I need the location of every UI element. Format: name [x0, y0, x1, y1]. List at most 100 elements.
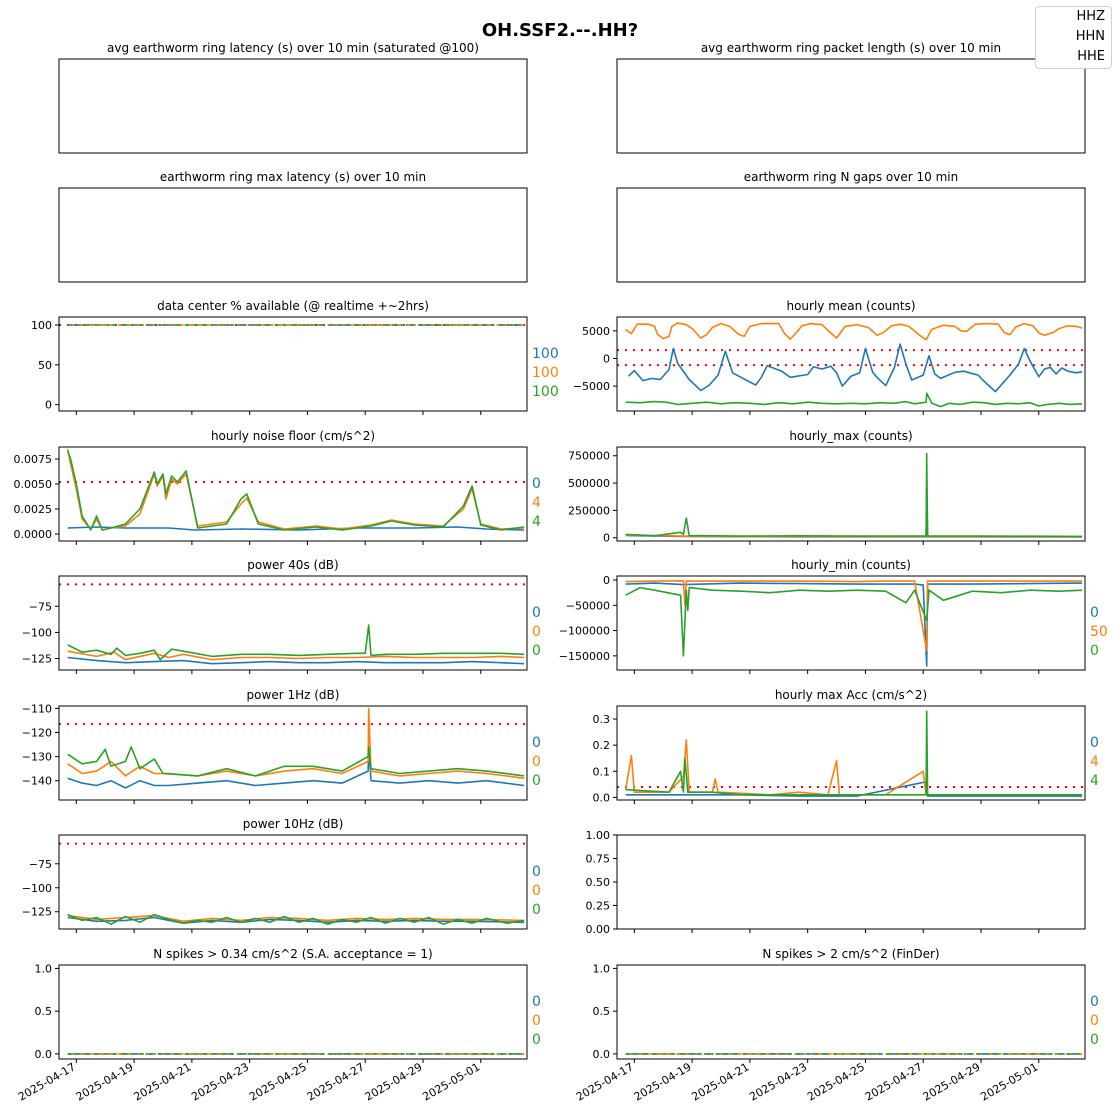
- panel-title: avg earthworm ring packet length (s) ove…: [701, 41, 1001, 55]
- legend-swatch-hhn: [1044, 36, 1072, 38]
- side-value-label: 4: [532, 495, 541, 511]
- side-value-label: 0: [532, 643, 541, 659]
- series-line-hhz: [625, 582, 1083, 667]
- axes-frame: [616, 187, 1086, 283]
- panel-title: hourly_max (counts): [789, 429, 912, 443]
- side-value-label: 0: [1090, 643, 1099, 659]
- panel-title: hourly noise floor (cm/s^2): [211, 429, 375, 443]
- side-value-label: 100: [532, 365, 559, 381]
- x-tick-label: 2025-04-27: [305, 1060, 367, 1103]
- y-tick-label: −5000: [573, 380, 610, 393]
- series-line-hhe: [66, 450, 525, 531]
- side-value-label: 4: [1090, 754, 1099, 770]
- side-value-label: 0: [1090, 735, 1099, 751]
- y-tick-label: −100000: [559, 625, 610, 638]
- y-tick-label: −75: [29, 858, 52, 871]
- side-value-label: 0: [532, 476, 541, 492]
- y-tick-label: 100: [31, 319, 52, 332]
- y-tick-label: 250000: [568, 504, 610, 517]
- axes-frame: [616, 575, 1086, 671]
- y-tick-label: 0.50: [586, 876, 611, 889]
- panel-avg_latency: avg earthworm ring latency (s) over 10 m…: [58, 41, 528, 154]
- y-tick-label: 0.0: [593, 791, 611, 804]
- series-line-hhz: [67, 916, 525, 925]
- side-value-label: 0: [532, 754, 541, 770]
- side-value-label: 4: [1090, 773, 1099, 789]
- panel-max_latency: earthworm ring max latency (s) over 10 m…: [58, 170, 528, 283]
- y-tick-label: −140: [22, 775, 52, 788]
- side-value-label: 0: [532, 1032, 541, 1048]
- side-value-label: 0: [532, 883, 541, 899]
- y-tick-label: 0.00: [586, 923, 611, 936]
- series-line-hhz: [628, 343, 1083, 393]
- side-value-label: 0: [532, 773, 541, 789]
- axes-frame: [616, 446, 1086, 542]
- legend-label-hhe: HHE: [1077, 49, 1105, 64]
- y-tick-label: 1.0: [35, 962, 53, 975]
- panel-noise_floor: hourly noise floor (cm/s^2) 0.0000 0.0025 0…: [14, 429, 541, 545]
- side-value-label: 100: [532, 384, 559, 400]
- panel-hourly_min: hourly_min (counts) −150000 −100000 −50000 0…: [559, 558, 1108, 674]
- axes-frame: [58, 316, 528, 412]
- panel-title: power 40s (dB): [247, 558, 338, 572]
- y-tick-label: 0.0075: [14, 453, 53, 466]
- y-tick-label: 0.1: [593, 765, 611, 778]
- legend-swatch-hhz: [1044, 16, 1072, 18]
- axes-frame: [616, 705, 1086, 801]
- y-tick-label: 0: [45, 399, 52, 412]
- series-line-hhe: [67, 746, 525, 777]
- y-tick-label: 0.25: [586, 900, 611, 913]
- panel-empty_panel: 0.00 0.25 0.50 0.75 1.00: [586, 829, 1086, 936]
- y-tick-label: −130: [22, 751, 52, 764]
- panel-title: avg earthworm ring latency (s) over 10 m…: [107, 41, 479, 55]
- y-tick-label: 0.5: [593, 1005, 611, 1018]
- legend-label-hhz: HHZ: [1076, 9, 1105, 24]
- panel-hourly_max: hourly_max (counts) 0 250000 500000 750000: [568, 429, 1086, 545]
- side-value-label: 0: [532, 902, 541, 918]
- y-tick-label: 50: [38, 359, 52, 372]
- y-tick-label: 0.5: [35, 1005, 53, 1018]
- y-tick-label: 0.75: [586, 853, 611, 866]
- series-line-hhn: [625, 490, 1083, 538]
- side-value-label: 50: [1090, 624, 1108, 640]
- panel-spikes_034: N spikes > 0.34 cm/s^2 (S.A. acceptance …: [16, 947, 541, 1104]
- panel-power_1hz: power 1Hz (dB) −140 −130 −120 −110 0 0 0: [22, 688, 541, 804]
- y-tick-label: 0: [603, 532, 610, 545]
- legend-swatch-hhe: [1044, 56, 1072, 58]
- axes-frame: [58, 705, 528, 801]
- y-tick-label: −100: [22, 882, 52, 895]
- side-value-label: 0: [1090, 1013, 1099, 1029]
- x-tick-label: 2025-04-27: [863, 1060, 925, 1103]
- y-tick-label: −125: [22, 653, 52, 666]
- series-line-hhe: [625, 452, 1083, 538]
- axes-frame: [616, 964, 1086, 1060]
- y-tick-label: 0.0050: [14, 478, 53, 491]
- side-value-label: 0: [532, 735, 541, 751]
- y-tick-label: 750000: [568, 450, 610, 463]
- panel-title: N spikes > 2 cm/s^2 (FinDer): [762, 947, 939, 961]
- x-tick-label: 2025-04-17: [16, 1060, 78, 1103]
- series-line-hhn: [67, 914, 525, 923]
- x-tick-label: 2025-04-25: [247, 1060, 309, 1103]
- series-line-hhz: [67, 526, 525, 531]
- panel-max_acc: hourly max Acc (cm/s^2) 0.0 0.1 0.2 0.3 0 4 4: [593, 688, 1100, 804]
- x-tick-label: 2025-04-29: [363, 1060, 425, 1103]
- panel-title: power 1Hz (dB): [247, 688, 340, 702]
- legend-label-hhn: HHN: [1075, 29, 1105, 44]
- x-tick-label: 2025-05-01: [978, 1060, 1040, 1103]
- axes-frame: [616, 58, 1086, 154]
- x-tick-label: 2025-04-25: [805, 1060, 867, 1103]
- side-value-label: 0: [1090, 994, 1099, 1010]
- series-line-hhz: [625, 780, 1083, 797]
- y-tick-label: −120: [22, 727, 52, 740]
- series-line-hhz: [67, 656, 525, 665]
- side-value-label: 0: [1090, 1032, 1099, 1048]
- panel-title: earthworm ring max latency (s) over 10 m…: [160, 170, 426, 184]
- figure-title: OH.SSF2.--.HH?: [482, 20, 638, 41]
- y-tick-label: 0.3: [593, 713, 611, 726]
- y-tick-label: 0: [603, 352, 610, 365]
- legend: HHZ HHN HHE: [1035, 6, 1112, 69]
- y-tick-label: 0.0000: [14, 528, 53, 541]
- x-tick-label: 2025-04-23: [189, 1060, 251, 1103]
